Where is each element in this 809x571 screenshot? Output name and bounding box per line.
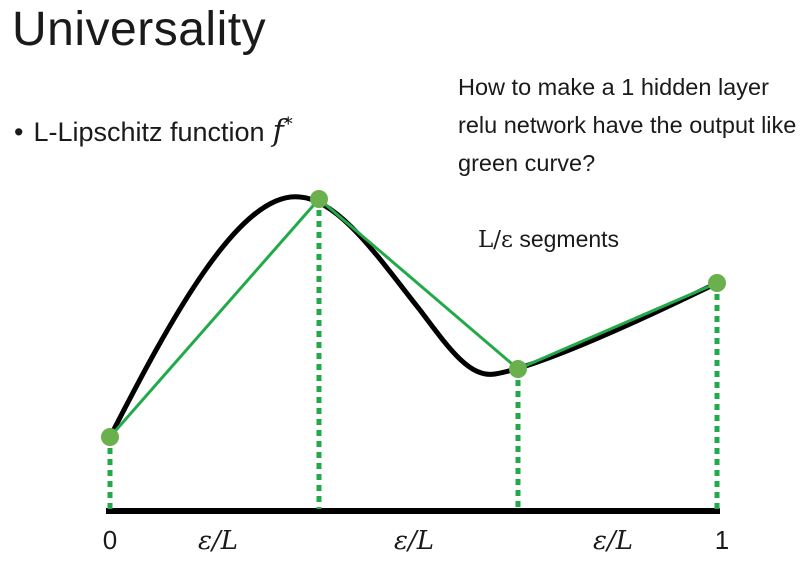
breakpoint — [101, 428, 119, 446]
breakpoint — [509, 360, 527, 378]
segments-word: segments — [519, 226, 620, 252]
breakpoint — [310, 190, 328, 208]
lipschitz-curve — [107, 194, 720, 440]
green-approximation — [108, 196, 718, 438]
tick-label-eps-3: ε/L — [593, 526, 633, 556]
function-symbol-sup: * — [283, 114, 293, 135]
bullet-lipschitz: • L-Lipschitz function f* — [14, 114, 293, 149]
bullet-dot: • — [14, 117, 24, 147]
slide-title: Universality — [12, 3, 267, 56]
segments-label: L/ε segments — [478, 226, 619, 253]
breakpoint — [708, 274, 726, 292]
tick-label-eps-1: ε/L — [198, 526, 238, 556]
function-symbol-letter: f — [272, 114, 284, 149]
tick-label-1: 1 — [715, 525, 729, 555]
question-text: How to make a 1 hidden layer relu networ… — [458, 74, 797, 176]
bullet-text: L-Lipschitz function — [33, 117, 265, 147]
function-symbol: f* — [273, 114, 293, 149]
segments-math: L/ε — [478, 227, 513, 253]
tick-label-0: 0 — [103, 525, 117, 555]
tick-label-eps-2: ε/L — [394, 526, 434, 556]
